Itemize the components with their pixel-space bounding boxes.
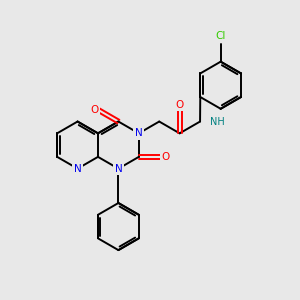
Text: O: O xyxy=(90,105,98,115)
Text: Cl: Cl xyxy=(215,31,226,41)
Text: O: O xyxy=(162,152,170,162)
Text: O: O xyxy=(176,100,184,110)
Text: N: N xyxy=(135,128,143,138)
Text: N: N xyxy=(115,164,122,174)
Text: N: N xyxy=(74,164,81,174)
Text: NH: NH xyxy=(210,116,225,127)
